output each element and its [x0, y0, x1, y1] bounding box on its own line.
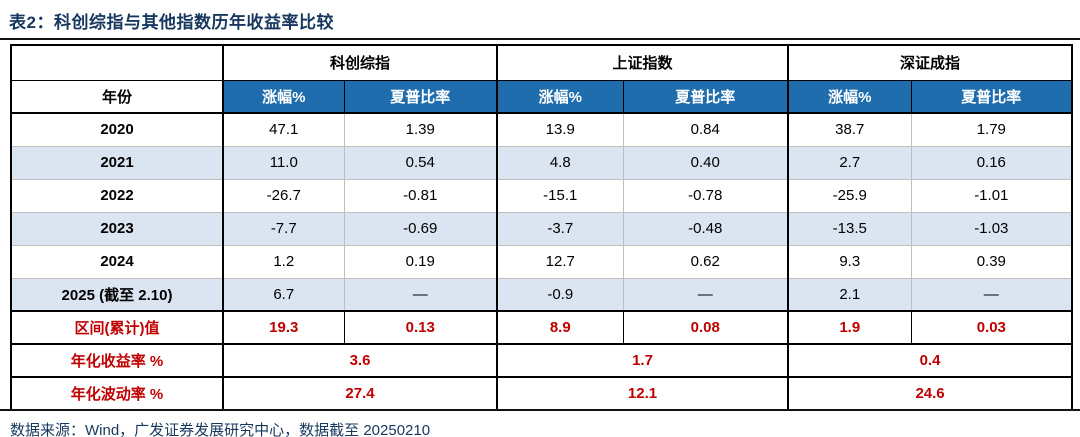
table-head: 科创综指 上证指数 深证成指 年份 涨幅% 夏普比率 涨幅% 夏普比率 涨幅% 夏普比率	[10, 44, 1073, 114]
value-cell: -25.9	[787, 178, 912, 213]
sub-header: 夏普比率	[343, 79, 498, 114]
value-cell: 2.7	[787, 145, 912, 180]
value-cell: -0.48	[622, 211, 789, 246]
value-cell: 0.19	[343, 244, 498, 279]
year-cell: 2024	[10, 244, 224, 279]
footer-divider	[0, 409, 1080, 411]
value-cell: 0.62	[622, 244, 789, 279]
value-cell: -3.7	[496, 211, 624, 246]
table-body: 2020 47.1 1.39 13.9 0.84 38.7 1.79 2021 11.0 0.54…	[10, 112, 1073, 411]
year-cell: 2022	[10, 178, 224, 213]
summary-value-cell: 27.4	[221, 376, 498, 411]
value-cell: 4.8	[496, 145, 624, 180]
value-cell: —	[910, 277, 1073, 312]
group-header-1: 上证指数	[496, 44, 789, 81]
summary-label: 年化波动率 %	[10, 376, 224, 411]
table-row: 2025 (截至 2.10) 6.7— -0.9—2.1—	[10, 277, 1073, 312]
summary-value-cell: 3.6	[221, 343, 498, 378]
value-cell: 0.39	[910, 244, 1073, 279]
value-cell: -26.7	[222, 178, 345, 213]
value-cell: -0.81	[343, 178, 498, 213]
data-source-note: 数据来源：Wind，广发证券发展研究中心，数据截至 20250210	[10, 422, 431, 437]
summary-value-cell: 0.13	[343, 310, 498, 345]
value-cell: -1.03	[910, 211, 1073, 246]
group-header-2: 深证成指	[787, 44, 1073, 81]
summary-value-cell: 1.9	[787, 310, 912, 345]
sub-header: 夏普比率	[622, 79, 789, 114]
group-header-row: 科创综指 上证指数 深证成指	[10, 44, 1073, 81]
summary-row: 年化收益率 % 3.6 1.7 0.4	[10, 343, 1073, 378]
value-cell: -7.7	[222, 211, 345, 246]
value-cell: -13.5	[787, 211, 912, 246]
value-cell: 1.79	[910, 112, 1073, 147]
value-cell: -0.69	[343, 211, 498, 246]
value-cell: 9.3	[787, 244, 912, 279]
year-cell: 2023	[10, 211, 224, 246]
year-cell: 2021	[10, 145, 224, 180]
summary-row: 区间(累计)值 19.3 0.13 8.9 0.08 1.9 0.03	[10, 310, 1073, 345]
sub-header-row: 年份 涨幅% 夏普比率 涨幅% 夏普比率 涨幅% 夏普比率	[10, 79, 1073, 114]
table-row: 2020 47.1 1.39 13.9 0.84 38.7 1.79	[10, 112, 1073, 147]
value-cell: 38.7	[787, 112, 912, 147]
summary-label: 区间(累计)值	[10, 310, 224, 345]
group-header-0: 科创综指	[221, 44, 498, 81]
value-cell: -0.78	[622, 178, 789, 213]
returns-comparison-table: 科创综指 上证指数 深证成指 年份 涨幅% 夏普比率 涨幅% 夏普比率 涨幅% 夏普比率 2020…	[10, 44, 1074, 411]
year-cell: 2020	[10, 112, 224, 147]
value-cell: 6.7	[222, 277, 345, 312]
value-cell: 2.1	[787, 277, 912, 312]
sub-header: 涨幅%	[222, 79, 345, 114]
summary-value-cell: 0.08	[622, 310, 789, 345]
value-cell: 47.1	[222, 112, 345, 147]
value-cell: 12.7	[496, 244, 624, 279]
value-cell: —	[343, 277, 498, 312]
value-cell: 0.16	[910, 145, 1073, 180]
table-row: 2021 11.0 0.54 4.8 0.40 2.7 0.16	[10, 145, 1073, 180]
value-cell: 13.9	[496, 112, 624, 147]
value-cell: 0.84	[622, 112, 789, 147]
year-cell: 2025 (截至 2.10)	[10, 277, 224, 312]
table-title: 表2：科创综指与其他指数历年收益率比较	[9, 13, 334, 32]
table-row: 2023 -7.7 -0.69 -3.7 -0.48 -13.5 -1.03	[10, 211, 1073, 246]
year-column-header: 年份	[10, 79, 224, 114]
summary-value-cell: 0.4	[787, 343, 1073, 378]
sub-header: 夏普比率	[910, 79, 1073, 114]
summary-value-cell: 19.3	[222, 310, 345, 345]
title-divider	[0, 38, 1080, 40]
summary-value-cell: 12.1	[496, 376, 789, 411]
summary-row: 年化波动率 % 27.4 12.1 24.6	[10, 376, 1073, 411]
value-cell: 1.39	[343, 112, 498, 147]
table-row: 2022 -26.7 -0.81 -15.1 -0.78 -25.9 -1.01	[10, 178, 1073, 213]
summary-value-cell: 8.9	[496, 310, 624, 345]
table-row: 2024 1.2 0.19 12.7 0.62 9.3 0.39	[10, 244, 1073, 279]
summary-value-cell: 1.7	[496, 343, 789, 378]
sub-header: 涨幅%	[496, 79, 624, 114]
summary-value-cell: 24.6	[787, 376, 1073, 411]
value-cell: 0.54	[343, 145, 498, 180]
value-cell: 0.40	[622, 145, 789, 180]
value-cell: -0.9	[496, 277, 624, 312]
value-cell: -1.01	[910, 178, 1073, 213]
value-cell: 1.2	[222, 244, 345, 279]
summary-label: 年化收益率 %	[10, 343, 224, 378]
value-cell: 11.0	[222, 145, 345, 180]
sub-header: 涨幅%	[787, 79, 912, 114]
corner-cell	[10, 44, 224, 81]
value-cell: -15.1	[496, 178, 624, 213]
value-cell: —	[622, 277, 789, 312]
summary-value-cell: 0.03	[910, 310, 1073, 345]
